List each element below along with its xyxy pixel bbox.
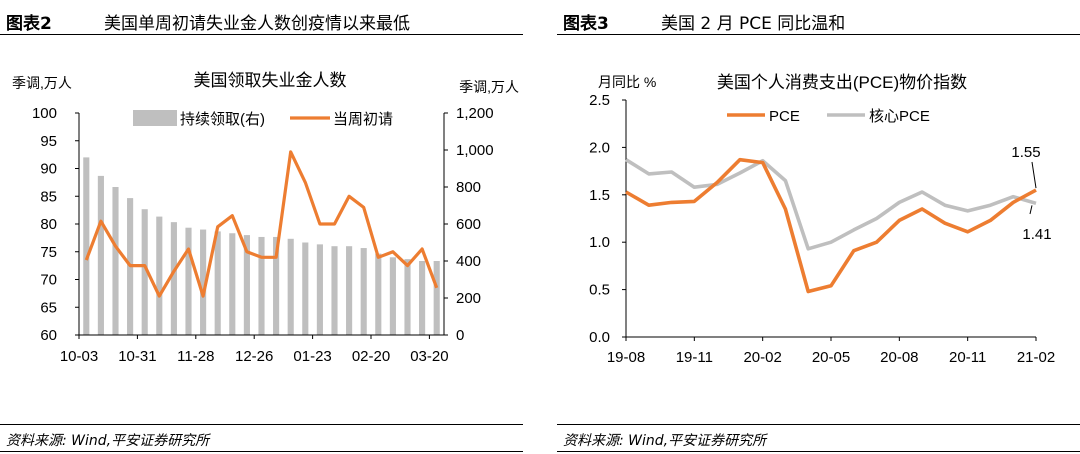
legend-label-continuing-claims: 持续领取(右) (180, 111, 265, 128)
y-axis-label-left: 季调,万人 (12, 75, 72, 91)
y-tick-label-right: 200 (456, 290, 481, 307)
bar-continuing-claims (346, 246, 353, 335)
figure-label: 图表3 (563, 14, 609, 34)
y-tick-label: 2.5 (589, 92, 610, 109)
figure-label: 图表2 (6, 14, 52, 34)
series-line-core-pce (625, 158, 1037, 251)
bar-continuing-claims (97, 175, 104, 335)
bar-continuing-claims (185, 227, 192, 335)
y-tick-label: 0.5 (589, 282, 610, 299)
bar-continuing-claims (302, 242, 309, 335)
series-line-pce (625, 157, 1037, 294)
y-tick-label-left: 95 (40, 133, 57, 150)
chart-title: 美国个人消费支出(PCE)物价指数 (717, 73, 967, 92)
unemployment-claims-chart: 季调,万人 季调,万人美国领取失业金人数606570758085909510002… (12, 71, 519, 365)
y-axis-label-right: 季调,万人 (459, 79, 519, 95)
figure-header: 图表2 美国单周初请失业金人数创疫情以来最低 (0, 4, 523, 35)
x-tick-label: 19-08 (607, 349, 645, 366)
bar-continuing-claims (360, 248, 367, 335)
x-tick-label: 03-20 (410, 348, 448, 365)
y-tick-label: 0.0 (589, 329, 610, 346)
source-text: 资料来源: Wind,平安证券研究所 (6, 433, 210, 449)
x-tick-label: 10-31 (118, 348, 156, 365)
x-tick-label: 01-23 (293, 348, 331, 365)
y-tick-label-left: 65 (40, 299, 57, 316)
y-tick-label-left: 75 (40, 244, 57, 261)
y-tick-label-right: 600 (456, 216, 481, 233)
bar-continuing-claims (389, 257, 396, 335)
bar-continuing-claims (404, 259, 411, 335)
source-text: 资料来源: Wind,平安证券研究所 (563, 433, 767, 449)
legend-swatch-continuing-claims (133, 110, 177, 126)
y-tick-label: 1.0 (589, 234, 610, 251)
y-tick-label-right: 400 (456, 253, 481, 270)
bar-continuing-claims (170, 222, 177, 335)
y-axis-label: 月同比 % (598, 74, 656, 90)
bar-continuing-claims (287, 238, 294, 335)
y-tick-label: 2.0 (589, 139, 610, 156)
bar-continuing-claims (331, 246, 338, 335)
x-tick-label: 20-08 (880, 349, 918, 366)
x-tick-label: 19-11 (676, 349, 713, 366)
bar-continuing-claims (141, 209, 148, 335)
y-tick-label-right: 0 (456, 327, 464, 344)
bar-continuing-claims (229, 233, 236, 335)
annotation-leader-pce (1031, 161, 1037, 189)
bar-continuing-claims (258, 236, 265, 335)
bar-continuing-claims (200, 229, 207, 335)
y-tick-label: 1.5 (589, 187, 610, 204)
bar-continuing-claims (112, 187, 119, 335)
bar-continuing-claims (273, 236, 280, 335)
figure-title: 美国单周初请失业金人数创疫情以来最低 (104, 14, 410, 34)
source-note: 资料来源: Wind,平安证券研究所 (557, 424, 1080, 452)
y-tick-label-left: 70 (40, 272, 57, 289)
x-tick-label: 02-20 (352, 348, 390, 365)
y-tick-label-right: 1,000 (456, 142, 494, 159)
chart-title: 美国领取失业金人数 (194, 71, 347, 90)
y-tick-label-left: 100 (32, 105, 57, 122)
bar-continuing-claims (214, 231, 221, 335)
y-tick-label-right: 1,200 (456, 105, 494, 122)
figure-header: 图表3 美国 2 月 PCE 同比温和 (557, 4, 1080, 35)
y-tick-label-left: 60 (40, 327, 57, 344)
y-tick-label-right: 800 (456, 179, 481, 196)
bar-continuing-claims (243, 235, 250, 335)
bar-continuing-claims (156, 216, 163, 335)
y-tick-label-left: 80 (40, 216, 57, 233)
bar-continuing-claims (433, 261, 440, 335)
bar-continuing-claims (419, 261, 426, 335)
x-tick-label: 21-02 (1017, 349, 1055, 366)
annotation-pce-value: 1.55 (1011, 144, 1040, 161)
x-tick-label: 20-11 (949, 349, 986, 366)
x-tick-label: 20-02 (743, 349, 781, 366)
annotation-core-pce-value: 1.41 (1022, 226, 1051, 243)
legend-label-initial-claims: 当周初请 (333, 111, 393, 128)
series-line-initial-claims (84, 150, 439, 298)
pce-inflation-chart: 月同比 % 美国个人消费支出(PCE)物价指数 0.0 0.5 1.0 1.5 2.0 2.5… (589, 73, 1055, 366)
bar-continuing-claims (375, 253, 382, 335)
figure-title: 美国 2 月 PCE 同比温和 (661, 14, 846, 34)
figure-panel-3: 图表3 美国 2 月 PCE 同比温和 月同比 % 美国个人消费支出(PCE)物价… (557, 0, 1080, 454)
figure-panel-2: 图表2 美国单周初请失业金人数创疫情以来最低 季调,万人 季调,万人 美国领取失业金… (0, 0, 523, 454)
bar-continuing-claims (316, 244, 323, 335)
x-tick-label: 10-03 (60, 348, 98, 365)
x-tick-label: 12-26 (235, 348, 273, 365)
bar-continuing-claims (83, 157, 90, 335)
y-tick-label-left: 90 (40, 161, 57, 178)
legend-label-core-pce: 核心PCE (869, 108, 930, 125)
annotation-leader-core-pce (1029, 205, 1033, 215)
legend-label-pce: PCE (769, 108, 800, 125)
x-tick-label: 20-05 (812, 349, 850, 366)
x-tick-label: 11-28 (177, 348, 214, 365)
source-note: 资料来源: Wind,平安证券研究所 (0, 424, 523, 452)
y-tick-label-left: 85 (40, 188, 57, 205)
